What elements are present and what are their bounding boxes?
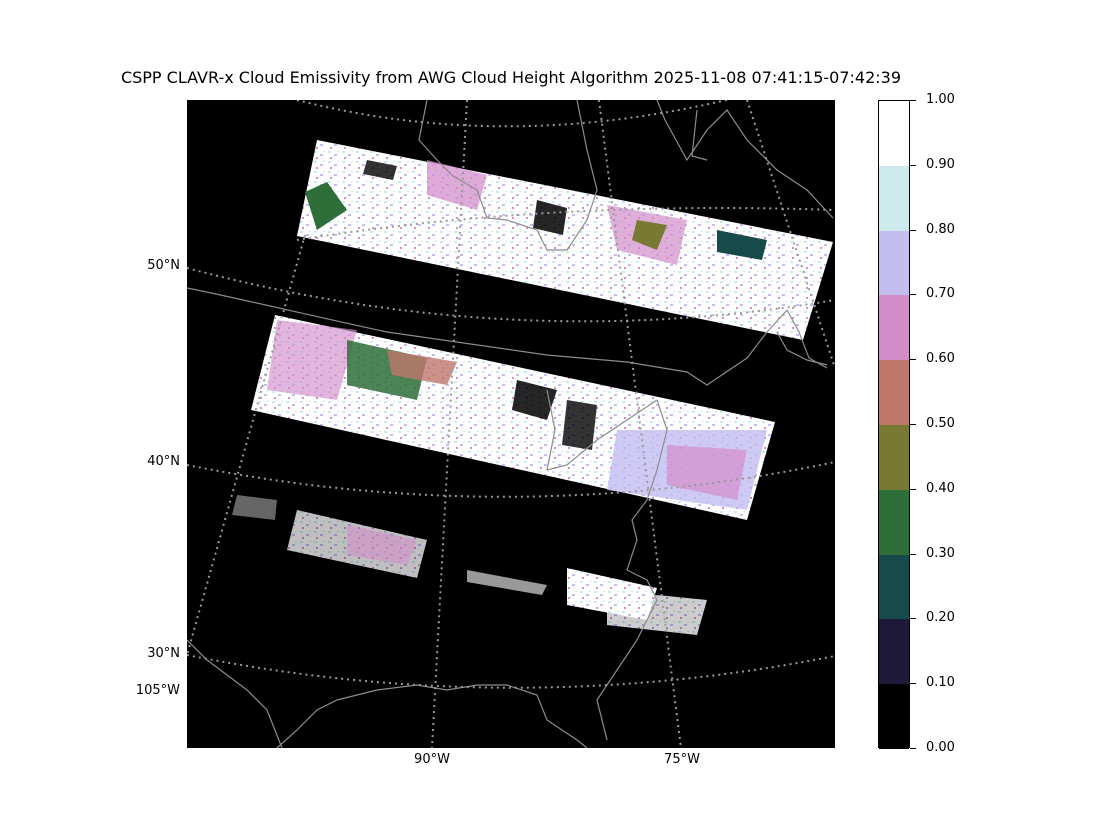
colorbar-segment: [879, 489, 909, 556]
colorbar-tick-label: 0.50: [926, 416, 955, 431]
colorbar-tick-label: 0.00: [926, 740, 955, 755]
coastlines: [187, 100, 834, 748]
chart-title: CSPP CLAVR-x Cloud Emissivity from AWG C…: [120, 68, 902, 87]
colorbar-segment: [879, 360, 909, 426]
lat-label-40n: 40°N: [147, 454, 180, 469]
colorbar-segment: [879, 425, 909, 491]
colorbar-segment: [879, 554, 909, 620]
lat-label-50n: 50°N: [147, 258, 180, 273]
colorbar-tick-label: 0.10: [926, 675, 955, 691]
colorbar-segment: [879, 295, 909, 361]
colorbar-tick: [910, 100, 916, 101]
colorbar-tick-label: 0.40: [926, 480, 955, 496]
colorbar-tick-label: 0.20: [926, 610, 955, 626]
colorbar-tick-label: 0.90: [926, 156, 955, 172]
colorbar-tick: [910, 683, 916, 685]
colorbar-tick: [910, 294, 916, 296]
lon-label-75w: 75°W: [664, 752, 700, 767]
colorbar-tick: [910, 424, 916, 425]
colorbar-segment: [879, 101, 909, 167]
colorbar-tick: [910, 164, 916, 166]
colorbar-segment: [879, 684, 909, 750]
colorbar-segment: [879, 230, 909, 296]
colorbar-tick: [910, 488, 916, 490]
graticule: [187, 100, 835, 748]
swath-north: [297, 140, 833, 340]
colorbar-tick-label: 1.00: [926, 92, 955, 107]
map-panel[interactable]: [187, 100, 835, 748]
colorbar-tick: [910, 229, 916, 231]
colorbar-tick-label: 0.70: [926, 286, 955, 302]
colorbar-tick: [910, 618, 916, 620]
colorbar-segment: [879, 165, 909, 232]
swath-south: [232, 495, 727, 645]
colorbar-tick-label: 0.60: [926, 351, 955, 367]
colorbar-tick-label: 0.30: [926, 545, 955, 561]
colorbar-tick: [910, 553, 916, 555]
map-svg: [187, 100, 835, 748]
lon-label-105w: 105°W: [135, 683, 180, 698]
colorbar-tick: [910, 359, 916, 361]
lat-label-30n: 30°N: [147, 646, 180, 661]
lon-label-90w: 90°W: [414, 752, 450, 767]
colorbar: [878, 100, 910, 750]
colorbar-segment: [879, 619, 909, 685]
colorbar-tick-label: 0.80: [926, 221, 955, 237]
colorbar-tick: [910, 748, 916, 749]
